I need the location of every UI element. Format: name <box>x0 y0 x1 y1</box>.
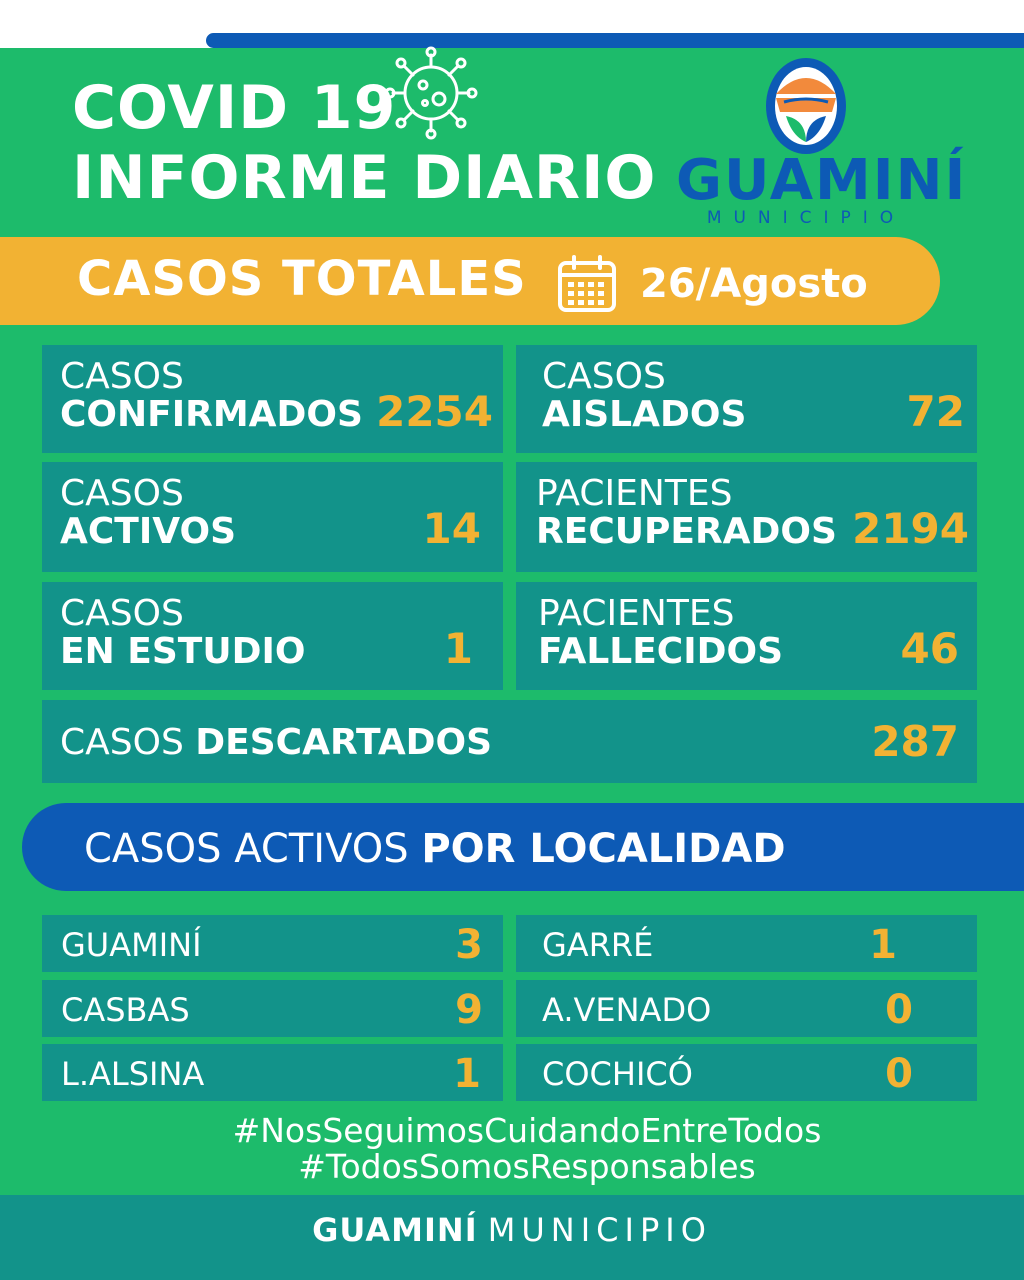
hashtag-2: #TodosSomosResponsables <box>298 1147 756 1186</box>
logo-subtitle: MUNICIPIO <box>706 208 906 228</box>
card-value: 287 <box>871 717 959 766</box>
card-value: 2194 <box>852 504 969 553</box>
card-label-bottom: FALLECIDOS <box>538 631 784 672</box>
card-value: 72 <box>906 387 965 436</box>
footer-brand-bold: GUAMINÍ <box>312 1211 478 1249</box>
locality-name: A.VENADO <box>542 991 712 1029</box>
card-confirmados: CASOS CONFIRMADOS 2254 <box>42 345 503 453</box>
card-activos: CASOS ACTIVOS 14 <box>42 462 503 572</box>
locality-name: GARRÉ <box>542 926 654 964</box>
card-fallecidos: PACIENTES FALLECIDOS 46 <box>516 582 977 690</box>
card-label-bottom: AISLADOS <box>542 394 747 435</box>
card-label: CASOS DESCARTADOS <box>60 725 492 761</box>
card-label-light: CASOS <box>60 722 184 763</box>
locality-value: 3 <box>455 922 483 968</box>
totals-banner <box>0 237 940 325</box>
title-line-1: COVID 19 <box>72 73 397 143</box>
virus-icon <box>384 46 478 140</box>
locality-row-a-venado: A.VENADO 0 <box>516 980 977 1037</box>
title-line-2: INFORME DIARIO <box>72 143 657 213</box>
card-label-bottom: CONFIRMADOS <box>60 394 363 435</box>
locality-value: 0 <box>885 1051 913 1097</box>
card-value: 1 <box>443 624 473 673</box>
card-label-top: CASOS <box>60 356 184 397</box>
locality-row-l-alsina: L.ALSINA 1 <box>42 1044 503 1101</box>
footer-brand-light: MUNICIPIO <box>487 1211 712 1249</box>
locality-value: 1 <box>453 1051 481 1097</box>
totals-banner-title: CASOS TOTALES <box>77 251 527 307</box>
hashtag-1: #NosSeguimosCuidandoEntreTodos <box>232 1111 822 1150</box>
card-label-bold: DESCARTADOS <box>195 722 493 763</box>
card-label-bottom: ACTIVOS <box>60 511 236 552</box>
logo-name: GUAMINÍ <box>676 148 968 213</box>
card-label-top: CASOS <box>60 473 184 514</box>
card-label-top: CASOS <box>60 593 184 634</box>
card-value: 14 <box>422 504 481 553</box>
top-accent-line <box>206 33 1024 48</box>
footer-brand: GUAMINÍ MUNICIPIO <box>0 1214 1024 1246</box>
locality-value: 0 <box>885 987 913 1033</box>
locality-row-guamini: GUAMINÍ 3 <box>42 915 503 972</box>
locality-name: GUAMINÍ <box>61 926 202 964</box>
card-label-top: PACIENTES <box>538 593 735 634</box>
card-value: 2254 <box>376 387 493 436</box>
card-descartados: CASOS DESCARTADOS 287 <box>42 700 977 783</box>
card-en-estudio: CASOS EN ESTUDIO 1 <box>42 582 503 690</box>
locality-title-bold: POR LOCALIDAD <box>421 826 786 872</box>
locality-banner <box>22 803 1024 891</box>
guamini-logo: GUAMINÍ MUNICIPIO <box>676 50 968 230</box>
card-recuperados: PACIENTES RECUPERADOS 2194 <box>516 462 977 572</box>
footer-bar <box>0 1195 1024 1280</box>
locality-name: COCHICÓ <box>542 1055 693 1093</box>
locality-row-cochico: COCHICÓ 0 <box>516 1044 977 1101</box>
locality-name: L.ALSINA <box>61 1055 205 1093</box>
card-value: 46 <box>900 624 959 673</box>
locality-banner-title: CASOS ACTIVOS POR LOCALIDAD <box>84 829 786 869</box>
logo-emblem-icon <box>766 58 846 154</box>
calendar-icon <box>558 255 616 312</box>
card-label-top: PACIENTES <box>536 473 733 514</box>
card-label-top: CASOS <box>542 356 666 397</box>
card-label-bottom: EN ESTUDIO <box>60 631 306 672</box>
locality-row-casbas: CASBAS 9 <box>42 980 503 1037</box>
card-aislados: CASOS AISLADOS 72 <box>516 345 977 453</box>
locality-name: CASBAS <box>61 991 190 1029</box>
locality-title-light: CASOS ACTIVOS <box>84 826 409 872</box>
report-date: 26/Agosto <box>640 261 868 307</box>
locality-value: 9 <box>455 987 483 1033</box>
locality-value: 1 <box>869 922 897 968</box>
locality-row-garre: GARRÉ 1 <box>516 915 977 972</box>
card-label-bottom: RECUPERADOS <box>536 511 837 552</box>
